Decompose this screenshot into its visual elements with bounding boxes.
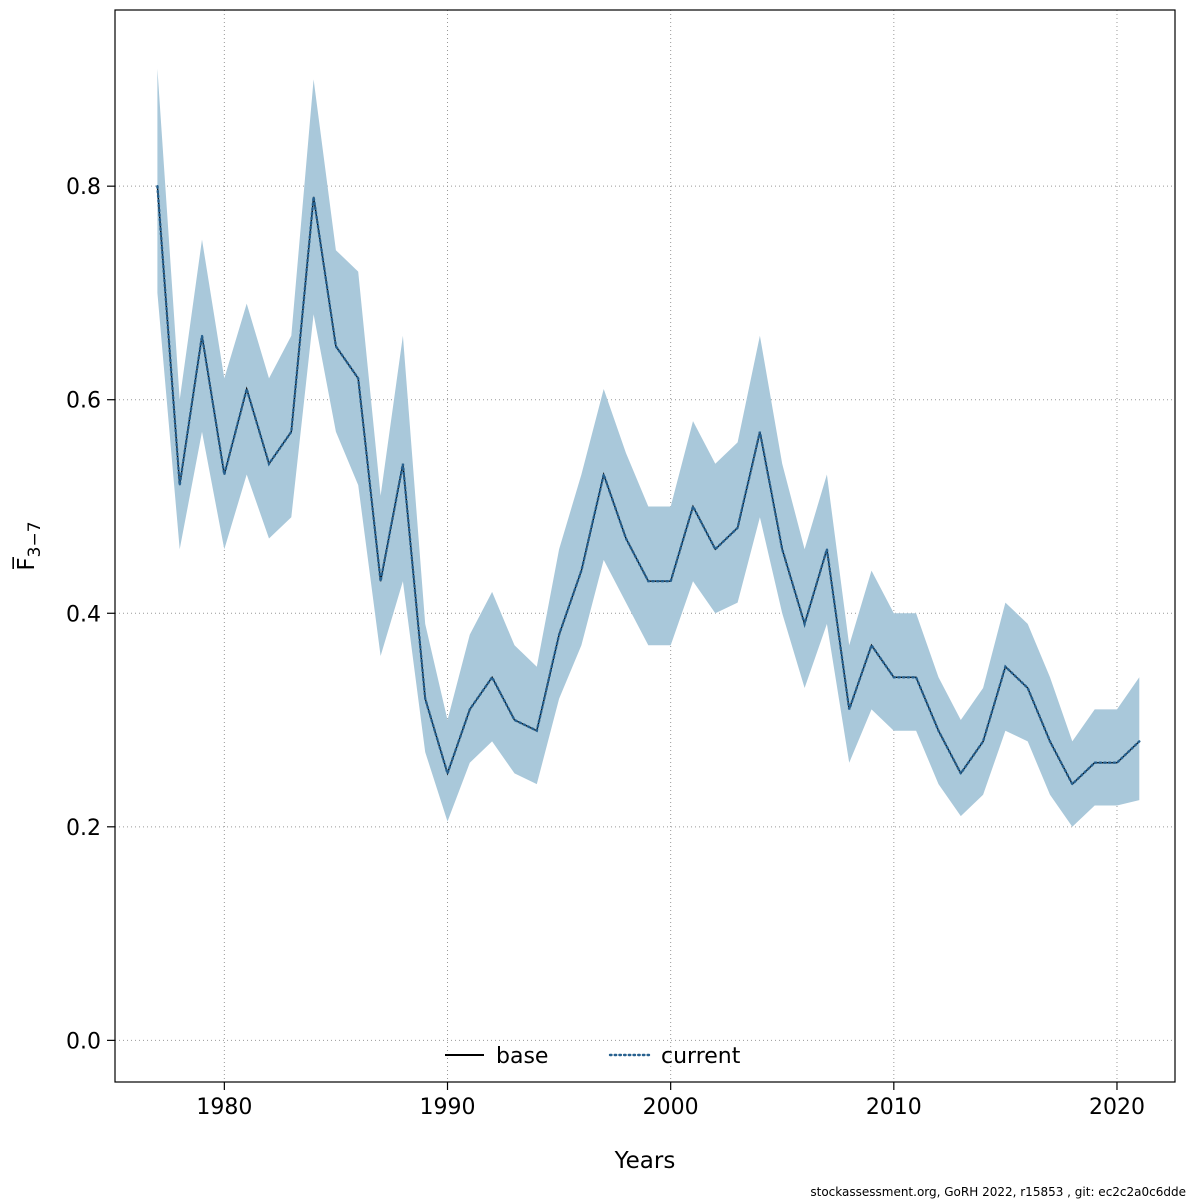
confidence-band: [157, 68, 1140, 827]
legend: base current: [445, 1044, 741, 1069]
x-tick-label: 2020: [1089, 1095, 1145, 1120]
y-tick-label: 0.8: [66, 175, 101, 200]
plot-border: [114, 9, 1176, 1083]
y-axis-title-subscript: 3−7: [25, 521, 45, 557]
x-tick-label: 1990: [420, 1095, 476, 1120]
x-axis-title: Years: [614, 1148, 676, 1174]
x-tick-label: 2000: [643, 1095, 699, 1120]
y-tick-label: 0.6: [66, 389, 101, 414]
axis-layer: 1980 1990 2000 2010 2020 0.0 0.2 0.4 0.6 0.8: [66, 175, 1145, 1120]
y-axis-title-main: F̅: [12, 556, 40, 570]
y-tick-label: 0.2: [66, 816, 101, 841]
data-layer: [156, 68, 1141, 827]
legend-base-label: base: [496, 1044, 548, 1069]
y-tick-label: 0.4: [66, 602, 101, 627]
x-tick-label: 2010: [866, 1095, 922, 1120]
legend-current-label: current: [661, 1044, 741, 1069]
y-axis-title: F̅3−7: [12, 521, 45, 570]
footer-credit: stockassessment.org, GoRH 2022, r15853 ,…: [810, 1185, 1186, 1199]
current-line: [156, 185, 1141, 787]
y-tick-label: 0.0: [66, 1029, 101, 1054]
x-tick-label: 1980: [196, 1095, 252, 1120]
